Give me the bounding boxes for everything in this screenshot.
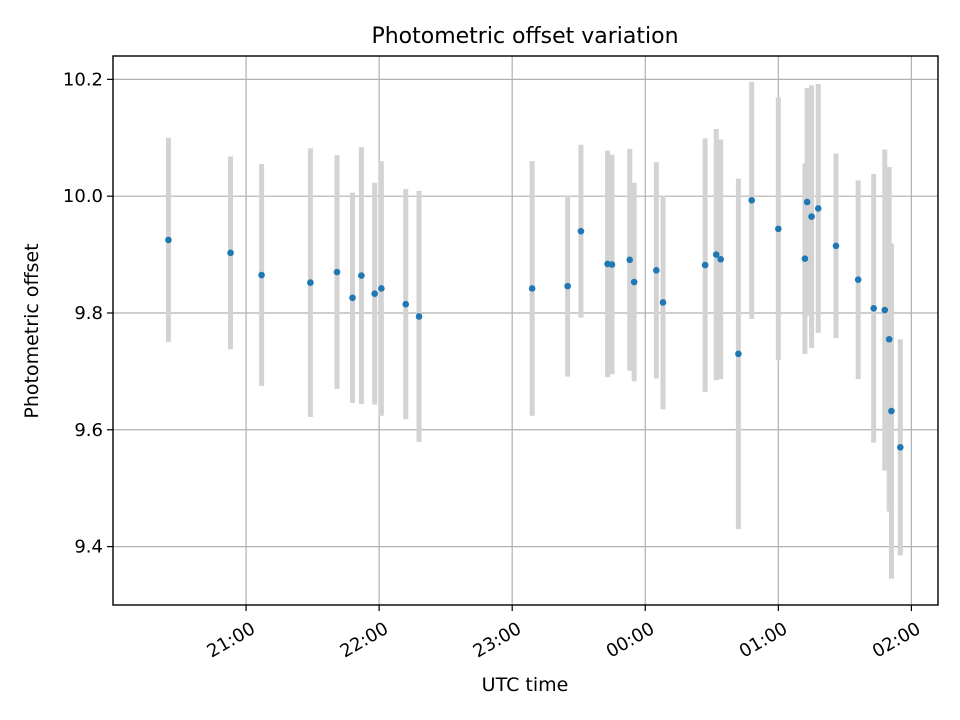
data-point bbox=[378, 285, 385, 292]
data-point bbox=[870, 305, 877, 312]
data-point bbox=[415, 313, 423, 320]
data-point bbox=[371, 290, 378, 298]
data-point bbox=[854, 276, 862, 283]
data-point bbox=[402, 300, 410, 308]
data-point bbox=[333, 268, 341, 276]
x-tick-label: 00:00 bbox=[603, 618, 658, 662]
data-point bbox=[701, 261, 709, 269]
data-point bbox=[528, 285, 536, 292]
data-point bbox=[803, 198, 811, 206]
data-point bbox=[888, 407, 895, 415]
data-point bbox=[832, 242, 840, 250]
point-layer bbox=[165, 196, 904, 451]
x-tick-label: 01:00 bbox=[736, 618, 791, 662]
chart-title: Photometric offset variation bbox=[371, 24, 678, 49]
data-point bbox=[165, 236, 172, 244]
data-point bbox=[608, 261, 616, 268]
x-tick-label: 23:00 bbox=[470, 618, 525, 662]
data-point bbox=[577, 227, 585, 235]
data-point bbox=[814, 205, 822, 212]
plot-frame bbox=[112, 55, 939, 606]
data-point bbox=[775, 225, 782, 233]
data-point bbox=[885, 335, 893, 343]
x-tick-label: 21:00 bbox=[204, 618, 259, 662]
data-point bbox=[227, 249, 234, 257]
y-tick-label: 10.2 bbox=[63, 69, 103, 90]
y-tick-label: 9.4 bbox=[74, 537, 103, 558]
data-point bbox=[801, 255, 809, 262]
data-point bbox=[717, 255, 724, 263]
data-point bbox=[881, 306, 889, 314]
data-point bbox=[653, 267, 660, 274]
data-point bbox=[808, 213, 815, 220]
x-tick-label: 22:00 bbox=[337, 618, 392, 662]
grid-layer bbox=[113, 56, 938, 605]
data-point bbox=[307, 279, 314, 286]
data-point bbox=[626, 256, 634, 264]
data-point bbox=[748, 196, 756, 204]
y-tick-label: 9.6 bbox=[74, 420, 103, 441]
errorbar-layer bbox=[165, 81, 903, 579]
x-tick-label: 02:00 bbox=[869, 618, 924, 662]
data-point bbox=[349, 294, 356, 302]
data-point bbox=[564, 282, 571, 290]
data-point bbox=[630, 278, 638, 286]
data-point bbox=[358, 272, 365, 279]
data-point bbox=[712, 251, 720, 258]
x-axis-label: UTC time bbox=[482, 674, 569, 696]
tick-layer: 21:00 22:00 23:00 00:00 01:00 02:00 9.4 9.6 9.8 1… bbox=[63, 69, 924, 662]
data-point bbox=[896, 444, 904, 451]
y-tick-label: 9.8 bbox=[74, 303, 103, 324]
data-point bbox=[659, 299, 667, 306]
y-axis-label: Photometric offset bbox=[21, 243, 43, 418]
data-point bbox=[735, 350, 742, 358]
data-point bbox=[258, 271, 265, 279]
y-tick-label: 10.0 bbox=[63, 186, 103, 207]
